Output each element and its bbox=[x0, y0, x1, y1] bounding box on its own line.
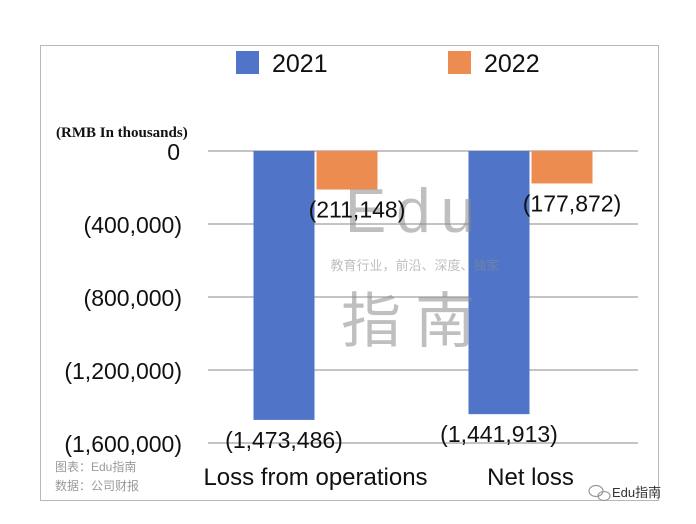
x-category-label: Loss from operations bbox=[203, 464, 427, 491]
unit-label: (RMB In thousands) bbox=[56, 125, 188, 141]
bar bbox=[253, 151, 315, 420]
y-tick-label: (800,000) bbox=[84, 285, 182, 311]
labels-layer: (1,473,486) (211,148) (1,441,913) (177,872) bbox=[225, 190, 621, 452]
watermark-brand: Edu bbox=[345, 177, 485, 246]
legend: 2021 2022 bbox=[236, 50, 540, 78]
data-source: 数据：公司财报 bbox=[55, 478, 139, 493]
y-tick-label: (1,600,000) bbox=[64, 431, 182, 457]
legend-label: 2021 bbox=[272, 50, 328, 78]
data-label: (1,441,913) bbox=[440, 421, 558, 447]
bar bbox=[531, 151, 593, 184]
bar bbox=[316, 151, 378, 190]
legend-swatch bbox=[448, 51, 471, 74]
axis-layer: 0 (400,000) (800,000) (1,200,000) (1,600,000… bbox=[64, 139, 573, 491]
watermark-tagline: 教育行业，前沿、深度、独家 bbox=[330, 258, 499, 273]
chart-frame bbox=[40, 45, 659, 501]
x-category-label: Net loss bbox=[487, 464, 574, 491]
bars-layer bbox=[253, 151, 593, 420]
y-tick-label: (400,000) bbox=[84, 212, 182, 238]
data-label: (211,148) bbox=[309, 197, 406, 223]
y-tick-label: 0 bbox=[167, 139, 180, 165]
data-label: (177,872) bbox=[523, 190, 621, 216]
legend-label: 2022 bbox=[484, 50, 540, 78]
watermark: Edu 教育行业，前沿、深度、独家 指南 bbox=[330, 177, 499, 355]
watermark-name: 指南 bbox=[341, 288, 489, 355]
bar bbox=[468, 151, 530, 415]
data-label: (1,473,486) bbox=[225, 427, 343, 453]
wechat-icon bbox=[588, 484, 611, 502]
y-tick-label: (1,200,000) bbox=[64, 358, 182, 384]
account-name: Edu指南 bbox=[612, 485, 661, 500]
chart-source: 图表：Edu指南 bbox=[55, 459, 136, 474]
legend-swatch bbox=[236, 51, 259, 74]
